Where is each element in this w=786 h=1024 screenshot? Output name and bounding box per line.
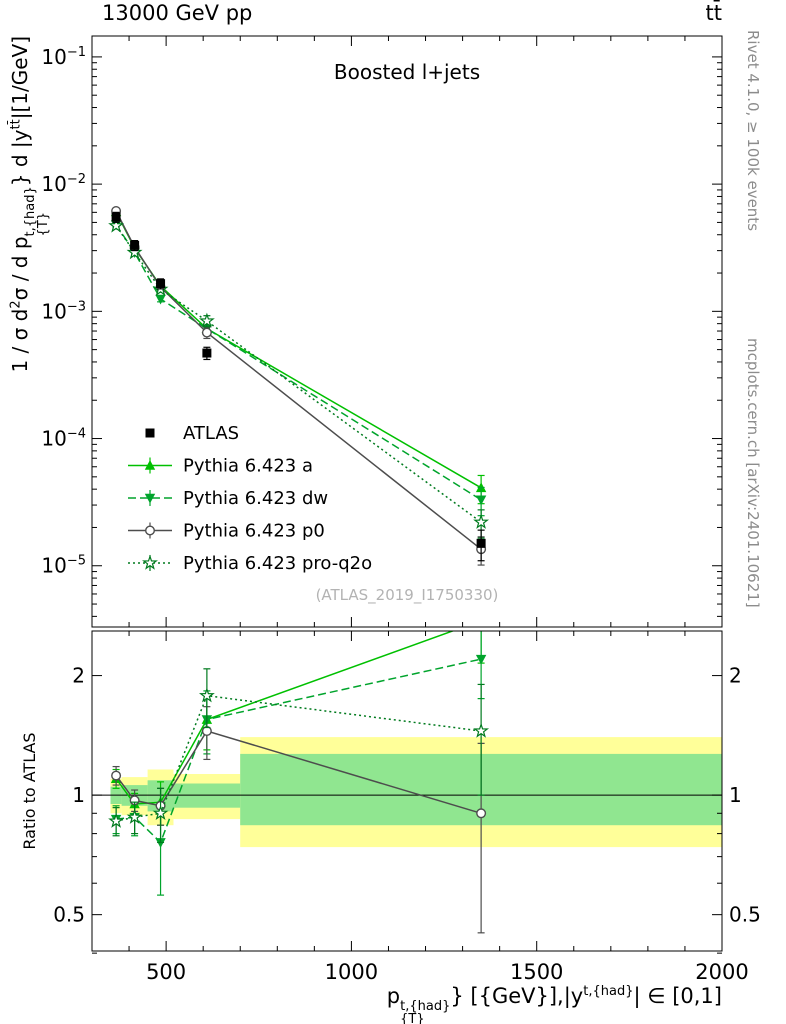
main-series-atlas <box>111 211 486 562</box>
xlabel-supsub: t,{had} {T} <box>400 998 451 1024</box>
ylabel-part: 1 / σ d <box>8 308 32 373</box>
legend-item-pythia-a: Pythia 6.423 a <box>128 456 313 477</box>
x-tick-label: 1500 <box>510 960 563 984</box>
ratio-y-tick-label: 0.5 <box>53 903 85 927</box>
legend: ATLAS Pythia 6.423 a Pythia 6.423 dw Pythia… <box>128 423 372 574</box>
rivet-version-note: Rivet 4.1.0, ≥ 100k events <box>744 30 762 232</box>
legend-label: Pythia 6.423 pro-q2o <box>183 553 372 574</box>
ratio-y-tick-label-right: 0.5 <box>729 903 761 927</box>
legend-item-atlas: ATLAS <box>145 423 239 444</box>
xlabel-sup: t,{had} <box>583 984 634 999</box>
main-series-pythia-p0 <box>111 205 487 566</box>
ratio-y-tick-label: 1 <box>72 783 85 807</box>
ratio-panel-frame <box>91 630 723 952</box>
legend-label: Pythia 6.423 a <box>183 456 313 477</box>
x-tick-label: 500 <box>146 960 186 984</box>
main-y-tick-label: 10−5 <box>41 554 86 578</box>
legend-item-pythia-p0: Pythia 6.423 p0 <box>128 521 325 542</box>
process-title: tt̄ <box>705 1 722 25</box>
legend-label: ATLAS <box>183 423 239 444</box>
x-tick-label: 2000 <box>695 960 748 984</box>
ylabel-part: σ / d p <box>8 236 32 301</box>
beam-energy-title: 13000 GeV pp <box>102 1 253 25</box>
main-y-tick-label: 10−2 <box>41 172 86 196</box>
legend-item-pythia-pro-q2o: Pythia 6.423 pro-q2o <box>128 553 372 574</box>
ratio-series-pythia-pro-q2o <box>108 668 490 844</box>
main-y-tick-label: 10−3 <box>41 299 86 323</box>
ratio-y-tick-label-right: 2 <box>729 664 742 688</box>
xlabel-part: } [{GeV}],|y <box>450 984 584 1008</box>
main-y-tick-label: 10−4 <box>41 427 86 451</box>
legend-item-pythia-dw: Pythia 6.423 dw <box>128 488 328 509</box>
x-tick-label: 1000 <box>325 960 378 984</box>
ylabel-part: } d |y <box>8 129 32 187</box>
axis-ticks <box>92 36 723 954</box>
legend-label: Pythia 6.423 dw <box>183 488 328 509</box>
ratio-y-axis-title: Ratio to ATLAS <box>20 732 39 850</box>
analysis-id-watermark: (ATLAS_2019_I1750330) <box>315 586 499 604</box>
legend-label: Pythia 6.423 p0 <box>183 521 325 542</box>
ylabel-supsub: t,{had} {T} <box>22 186 51 237</box>
ylabel-part: |[1/GeV] <box>8 36 32 120</box>
xlabel-part: p <box>386 984 401 1008</box>
main-y-axis-title: 1 / σ d2σ / d p t,{had} {T}} d |ytt̄|[1/Ge… <box>8 32 51 627</box>
ylabel-sup: tt̄ <box>8 119 24 130</box>
mcplots-citation-note: mcplots.cern.ch [arXiv:2401.10621] <box>744 338 762 608</box>
main-y-tick-label: 10−1 <box>41 45 86 69</box>
analysis-annotation: Boosted l+jets <box>333 60 481 84</box>
ylabel-sup: 2 <box>8 300 24 309</box>
x-axis-title: p t,{had} {T}} [{GeV}],|yt,{had}| ∈ [0,1] <box>222 984 722 1024</box>
ratio-y-tick-label: 2 <box>72 664 85 688</box>
ratio-y-tick-label-right: 1 <box>729 783 742 807</box>
xlabel-part: | ∈ [0,1] <box>633 984 722 1008</box>
